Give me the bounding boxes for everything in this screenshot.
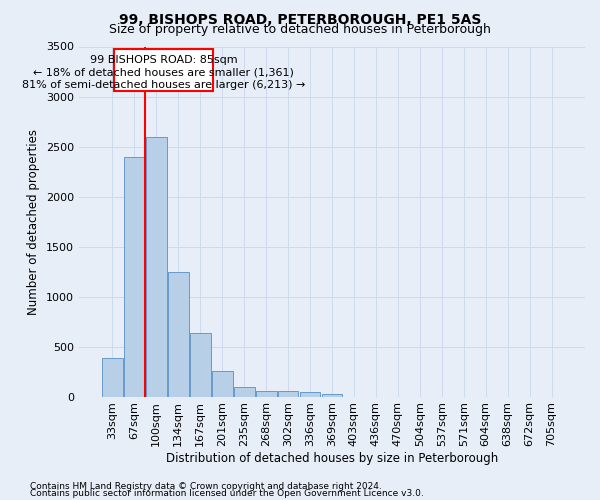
- Y-axis label: Number of detached properties: Number of detached properties: [28, 128, 40, 314]
- Text: 99 BISHOPS ROAD: 85sqm: 99 BISHOPS ROAD: 85sqm: [90, 56, 238, 66]
- Bar: [114, 48, 213, 90]
- Bar: [168, 272, 188, 396]
- Bar: [102, 358, 123, 397]
- Bar: [322, 394, 343, 396]
- Bar: [146, 136, 167, 396]
- Bar: [190, 332, 211, 396]
- Text: ← 18% of detached houses are smaller (1,361): ← 18% of detached houses are smaller (1,…: [33, 68, 294, 78]
- Text: 81% of semi-detached houses are larger (6,213) →: 81% of semi-detached houses are larger (…: [22, 80, 305, 90]
- X-axis label: Distribution of detached houses by size in Peterborough: Distribution of detached houses by size …: [166, 452, 498, 465]
- Text: Contains public sector information licensed under the Open Government Licence v3: Contains public sector information licen…: [30, 489, 424, 498]
- Bar: [234, 386, 254, 396]
- Text: Size of property relative to detached houses in Peterborough: Size of property relative to detached ho…: [109, 22, 491, 36]
- Bar: [124, 156, 145, 396]
- Bar: [212, 370, 233, 396]
- Bar: [299, 392, 320, 396]
- Bar: [278, 391, 298, 396]
- Text: Contains HM Land Registry data © Crown copyright and database right 2024.: Contains HM Land Registry data © Crown c…: [30, 482, 382, 491]
- Bar: [256, 390, 277, 396]
- Text: 99, BISHOPS ROAD, PETERBOROUGH, PE1 5AS: 99, BISHOPS ROAD, PETERBOROUGH, PE1 5AS: [119, 12, 481, 26]
